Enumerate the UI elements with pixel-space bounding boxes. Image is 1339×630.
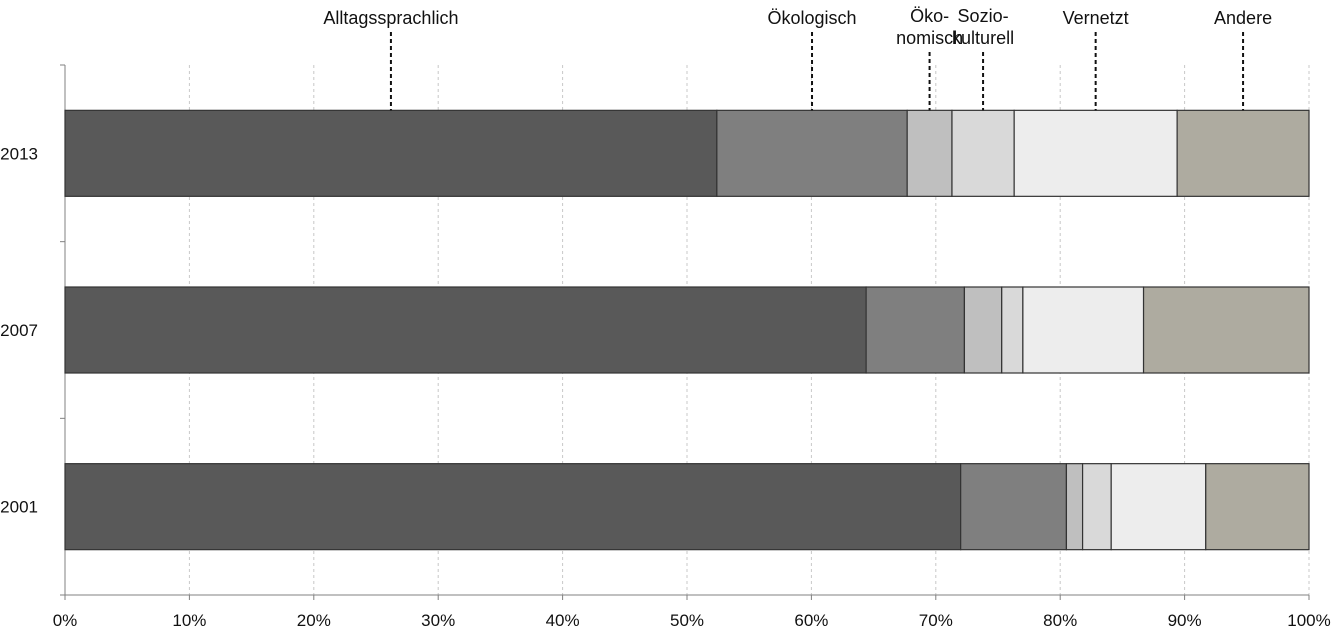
series-label: Alltagssprachlich bbox=[323, 8, 458, 28]
x-tick-label: 50% bbox=[670, 611, 704, 630]
series-label-line: Sozio- bbox=[958, 6, 1009, 26]
x-tick-label: 80% bbox=[1043, 611, 1077, 630]
category-label: 2013 bbox=[0, 144, 38, 163]
bar-segment bbox=[963, 286, 1003, 374]
x-tick-label: 100% bbox=[1287, 611, 1330, 630]
series-label: Öko-nomisch bbox=[896, 6, 963, 48]
series-label-line: kulturell bbox=[952, 28, 1014, 48]
x-tick-label: 20% bbox=[297, 611, 331, 630]
series-label: Vernetzt bbox=[1063, 8, 1129, 28]
bar-segment bbox=[1176, 109, 1310, 197]
bar-segment bbox=[64, 109, 718, 197]
x-tick-label: 90% bbox=[1168, 611, 1202, 630]
bar-segment bbox=[1110, 463, 1207, 551]
category-label: 2007 bbox=[0, 321, 38, 340]
bar-segment bbox=[1081, 463, 1112, 551]
x-tick-label: 0% bbox=[53, 611, 78, 630]
bar-segment bbox=[64, 463, 962, 551]
series-label-line: nomisch bbox=[896, 28, 963, 48]
bar-segment bbox=[906, 109, 953, 197]
x-tick-label: 40% bbox=[546, 611, 580, 630]
bar-segment bbox=[960, 463, 1068, 551]
x-tick-label: 60% bbox=[794, 611, 828, 630]
series-label-line: Alltagssprachlich bbox=[323, 8, 458, 28]
bar-segment bbox=[1205, 463, 1310, 551]
bar-segment bbox=[1001, 286, 1024, 374]
series-label-line: Ökologisch bbox=[767, 8, 856, 28]
x-tick-label: 30% bbox=[421, 611, 455, 630]
series-label: Sozio-kulturell bbox=[952, 6, 1014, 48]
bar-segment bbox=[1142, 286, 1310, 374]
series-label-line: Andere bbox=[1214, 8, 1272, 28]
bar-segment bbox=[1013, 109, 1178, 197]
bar-segment bbox=[1022, 286, 1145, 374]
series-label: Ökologisch bbox=[767, 8, 856, 28]
bar-segment bbox=[716, 109, 908, 197]
category-label: 2001 bbox=[0, 498, 38, 517]
bar-segment bbox=[865, 286, 966, 374]
x-tick-label: 70% bbox=[919, 611, 953, 630]
series-label-line: Vernetzt bbox=[1063, 8, 1129, 28]
bar-segment bbox=[951, 109, 1015, 197]
bar-segment bbox=[64, 286, 867, 374]
x-tick-label: 10% bbox=[172, 611, 206, 630]
series-label-line: Öko- bbox=[910, 6, 949, 26]
bar-segment bbox=[1065, 463, 1084, 551]
series-label: Andere bbox=[1214, 8, 1272, 28]
